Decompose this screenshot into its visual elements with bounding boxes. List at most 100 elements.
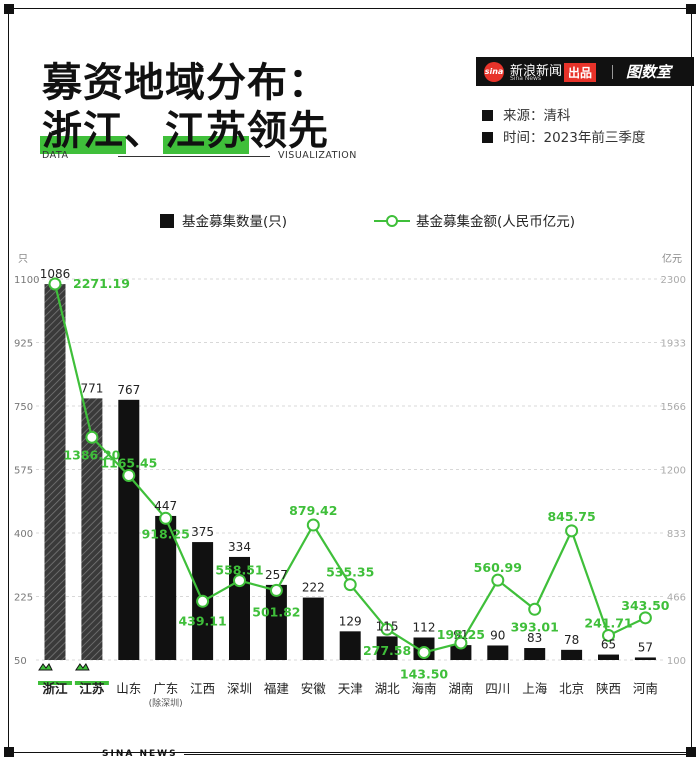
frame-corner [4, 4, 14, 14]
category-label: 陕西 [596, 681, 621, 696]
category-label: 四川 [485, 681, 510, 696]
bar-11 [450, 645, 472, 660]
amount-point-0 [48, 277, 62, 291]
meta-source-text: 来源：清科 [503, 108, 571, 124]
crown-icon [38, 663, 53, 671]
right-tick-label: 100 [667, 656, 686, 667]
footer-brand: SINA NEWS [102, 749, 178, 759]
bar-7 [302, 597, 324, 660]
right-tick-label: 2300 [661, 275, 686, 286]
amount-point-1 [85, 430, 99, 444]
bar-2 [118, 399, 140, 660]
legend-bar: 基金募集数量(只) [160, 210, 287, 230]
title-separator: 、 [124, 108, 165, 154]
category-label: 湖南 [448, 681, 473, 696]
bar-value-label: 334 [228, 540, 251, 554]
square-bullet-icon [482, 132, 493, 143]
right-tick-label: 1933 [661, 339, 686, 350]
amount-point-9 [380, 622, 394, 636]
title-highlight-zhejiang: 浙江 [40, 98, 126, 156]
sub-rule [118, 156, 270, 157]
left-tick-label: 925 [14, 339, 33, 350]
amount-point-11 [454, 636, 468, 650]
page-title-line2: 浙江、江苏领先 [40, 98, 329, 156]
frame-corner [4, 747, 14, 757]
legend-line-label: 基金募集金额(人民币亿元) [416, 214, 576, 230]
category-label: 湖北 [375, 681, 401, 696]
right-tick-label: 1200 [661, 466, 686, 477]
title-highlight-jiangsu: 江苏 [163, 98, 249, 156]
category-label: 北京 [559, 681, 584, 696]
category-label: 江西 [190, 681, 215, 696]
bar-value-label: 83 [527, 631, 542, 645]
amount-point-14 [565, 524, 579, 538]
amount-value-label: 560.99 [474, 560, 522, 575]
bar-value-label: 767 [117, 383, 140, 397]
bar-value-label: 129 [339, 614, 362, 628]
legend-line: 基金募集金额(人民币亿元) [372, 210, 575, 230]
left-tick-label: 575 [14, 466, 33, 477]
bar-12 [487, 645, 509, 660]
amount-point-2 [122, 468, 136, 482]
amount-value-label: 879.42 [289, 503, 337, 518]
amount-point-12 [491, 573, 505, 587]
bar-value-label: 222 [302, 581, 325, 595]
right-tick-label: 1566 [661, 402, 686, 413]
meta-time-text: 时间：2023年前三季度 [503, 130, 646, 146]
amount-point-3 [159, 511, 173, 525]
meta-time: 时间：2023年前三季度 [482, 126, 645, 146]
right-tick-label: 466 [667, 593, 686, 604]
bar-swatch-icon [160, 214, 174, 228]
bar-6 [265, 584, 287, 660]
bar-0 [44, 284, 66, 660]
left-tick-label: 1100 [14, 275, 39, 286]
bar-value-label: 447 [154, 499, 177, 513]
bar-value-label: 1086 [40, 267, 71, 281]
amount-point-5 [233, 574, 246, 588]
amount-point-15 [602, 628, 615, 642]
bar-value-label: 65 [601, 638, 616, 652]
amount-point-13 [528, 602, 542, 616]
bar-value-label: 257 [265, 568, 288, 582]
bar-3 [155, 515, 177, 660]
square-bullet-icon [482, 110, 493, 121]
amount-point-16 [638, 611, 652, 625]
footer-rule [184, 754, 692, 755]
partner-logo: 图数室 [626, 63, 672, 81]
left-tick-label: 50 [14, 656, 27, 667]
amount-value-label: 393.01 [511, 619, 559, 634]
category-label: 安徽 [301, 681, 327, 696]
category-label: 浙江 [42, 681, 68, 696]
page-title-line1: 募资地域分布： [42, 60, 329, 106]
category-label: 天津 [338, 681, 363, 696]
category-label: 江苏 [79, 681, 105, 696]
brand-divider [612, 65, 613, 79]
bar-value-label: 78 [564, 633, 579, 647]
amount-point-7 [306, 518, 320, 532]
bar-9 [376, 636, 398, 660]
sub-label-data: DATA [42, 150, 69, 161]
category-label: 河南 [633, 681, 658, 696]
bar-value-label: 115 [376, 619, 399, 633]
amount-point-8 [343, 578, 357, 592]
bar-15 [598, 654, 619, 660]
category-highlight [38, 681, 72, 685]
amount-point-10 [417, 645, 431, 659]
category-label: 山东 [116, 681, 141, 696]
category-note: (除深圳) [149, 697, 183, 709]
right-axis-unit: 亿元 [662, 252, 682, 265]
category-label: 广东 [153, 681, 178, 696]
bar-value-label: 112 [413, 621, 436, 635]
brand-name: 新浪新闻 [510, 64, 563, 79]
outer-frame [8, 8, 692, 753]
bar-1 [81, 398, 103, 660]
category-label: 海南 [411, 681, 436, 696]
bar-value-label: 375 [191, 525, 214, 539]
amount-value-label: 1165.45 [100, 455, 157, 470]
legend-bar-label: 基金募集数量(只) [182, 214, 288, 230]
amount-value-label: 2271.19 [73, 276, 130, 291]
bar-value-label: 57 [638, 640, 653, 654]
title-tail: 领先 [247, 108, 329, 154]
amount-value-label: 558.51 [215, 563, 263, 578]
